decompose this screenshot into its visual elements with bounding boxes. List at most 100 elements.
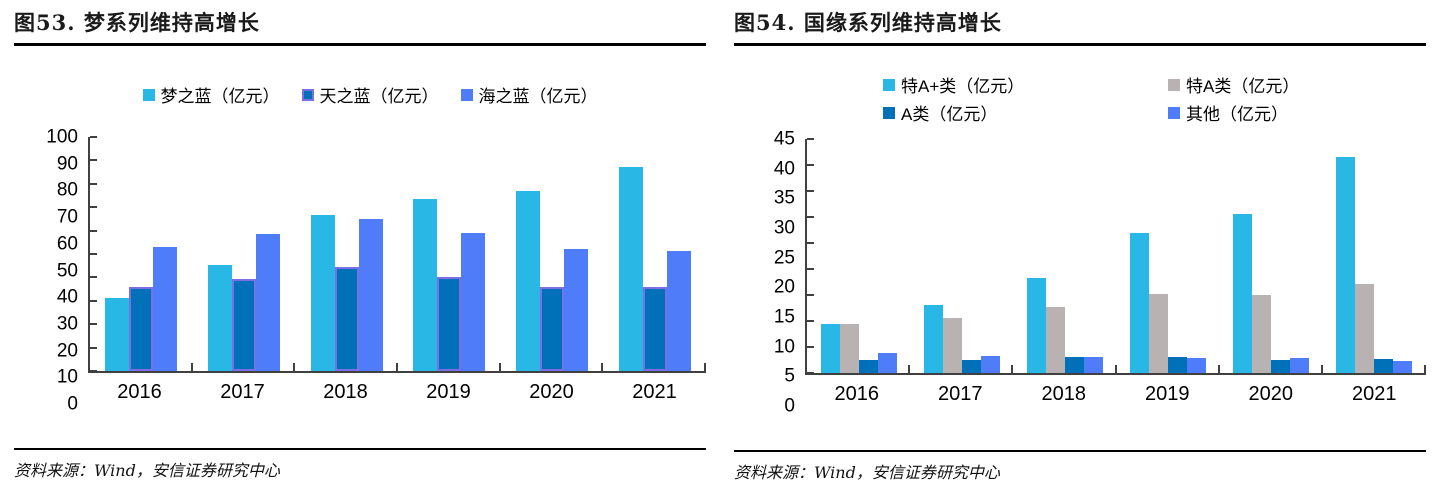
bar-特A+类（亿元）-2017 [923, 305, 943, 373]
x-axis-label: 2019 [426, 381, 471, 403]
figure53-plot-area [88, 136, 706, 373]
bar-特A类（亿元）-2018 [1045, 306, 1065, 373]
figure54-chart-body: 45 40 35 30 25 20 15 10 5 0 2016 2017 2018 2019 2020 2… [734, 130, 1426, 416]
y-axis-tick [807, 345, 814, 348]
bar-梦之蓝（亿元）-2018 [310, 215, 335, 371]
figure53-plot-column: 2016 2017 2018 2019 2020 2021 [88, 136, 706, 404]
y-axis-tick [90, 370, 97, 372]
bar-特A类（亿元）-2020 [1252, 295, 1272, 373]
legend-label: 特A类（亿元） [1186, 77, 1300, 96]
figure54-chart: 特A+类（亿元） 特A类（亿元） A类（亿元） 其他（亿元） 45 40 35 30 25 20… [734, 72, 1426, 416]
y-axis-tick [807, 215, 814, 218]
bar-A类（亿元）-2019 [1168, 356, 1188, 373]
x-axis-label: 2020 [1248, 383, 1294, 405]
figure53-chart-body: 100 90 80 70 60 50 40 30 20 10 0 2016 2017 2018 2019 2… [14, 128, 706, 414]
x-axis-label: 2016 [117, 381, 162, 403]
legend-swatch-icon [883, 78, 895, 91]
x-axis-label: 2018 [323, 381, 368, 403]
bar-group-2017 [910, 139, 1013, 373]
bar-特A类（亿元）-2021 [1355, 283, 1375, 373]
y-axis-label: 70 [56, 206, 78, 228]
figure54-plot-area [805, 138, 1426, 375]
x-axis-tick [190, 363, 193, 371]
y-axis-label: 40 [56, 286, 78, 308]
bar-天之蓝（亿元）-2019 [437, 277, 462, 371]
x-axis-label: 2021 [632, 381, 677, 403]
y-axis-label: 80 [56, 179, 78, 201]
x-axis-label: 2019 [1145, 383, 1190, 405]
x-axis-tick [1320, 365, 1323, 373]
bar-天之蓝（亿元）-2016 [129, 286, 154, 371]
y-axis-label: 40 [773, 158, 795, 180]
y-axis-label: 50 [56, 260, 78, 281]
x-axis-tick [1011, 365, 1014, 373]
legend-swatch-icon [883, 106, 895, 119]
x-axis-label: 2020 [529, 381, 574, 403]
bar-特A类（亿元）-2016 [839, 323, 859, 373]
bar-特A类（亿元）-2019 [1149, 293, 1169, 373]
bar-group-2020 [1220, 139, 1323, 373]
legend-item-3: 其他（亿元） [1168, 100, 1299, 125]
bar-海之蓝（亿元）-2017 [256, 234, 280, 371]
y-axis-tick [90, 253, 97, 255]
figure53-source: 资料来源：Wind，安信证券研究中心 [14, 461, 280, 480]
bar-特A类（亿元）-2017 [942, 318, 962, 373]
y-axis-label: 30 [56, 313, 78, 335]
bar-海之蓝（亿元）-2016 [153, 246, 178, 371]
y-axis-tick [90, 346, 97, 349]
bar-group-2017 [193, 137, 296, 371]
x-axis-tick [498, 363, 501, 371]
legend-item-0: 特A+类（亿元） [883, 72, 1168, 97]
bar-其他（亿元）-2018 [1083, 357, 1103, 373]
figure53-title: 图53. 梦系列维持高增长 [14, 10, 260, 35]
legend-label: 梦之蓝（亿元） [160, 87, 280, 106]
x-axis-label: 2021 [1352, 383, 1397, 405]
bar-天之蓝（亿元）-2017 [232, 278, 256, 371]
bar-特A+类（亿元）-2020 [1233, 214, 1253, 373]
y-axis-tick [90, 159, 97, 162]
y-axis-tick [807, 320, 814, 322]
y-axis-label: 10 [773, 336, 795, 358]
x-axis-tick [908, 365, 911, 373]
legend-swatch-icon [142, 88, 155, 101]
figure54-plot-column: 2016 2017 2018 2019 2020 2021 [805, 138, 1426, 406]
bar-其他（亿元）-2019 [1187, 357, 1207, 373]
legend-item-0: 梦之蓝（亿元） [142, 82, 280, 107]
y-axis-label: 0 [67, 393, 78, 415]
legend-item-2: A类（亿元） [883, 100, 1168, 125]
y-axis-tick [90, 182, 97, 185]
x-axis-tick [1424, 365, 1426, 373]
y-axis-tick [807, 241, 814, 244]
figure54-x-axis: 2016 2017 2018 2019 2020 2021 [805, 383, 1426, 406]
bar-group-2021 [1323, 139, 1426, 373]
figure54-title-rule [734, 43, 1426, 46]
bar-group-2016 [807, 139, 910, 373]
figure53-y-axis: 100 90 80 70 60 50 40 30 20 10 0 [14, 128, 88, 414]
figure54-title: 图54. 国缘系列维持高增长 [734, 10, 1002, 35]
y-axis-label: 5 [784, 365, 795, 387]
x-axis-tick [1114, 365, 1117, 373]
x-axis-label: 2018 [1041, 383, 1087, 405]
bar-其他（亿元）-2016 [877, 352, 897, 373]
figure53-chart: 梦之蓝（亿元） 天之蓝（亿元） 海之蓝（亿元） 100 90 80 70 60 50 40 30 2… [14, 82, 706, 414]
report-figures-row: 图53. 梦系列维持高增长 梦之蓝（亿元） 天之蓝（亿元） 海之蓝（亿元） 100 9… [14, 10, 1426, 482]
y-axis-label: 25 [773, 247, 795, 269]
bar-group-2018 [295, 137, 398, 371]
y-axis-tick [807, 268, 814, 270]
bar-group-2019 [1117, 139, 1220, 373]
bar-group-2021 [603, 137, 706, 371]
bar-梦之蓝（亿元）-2016 [105, 298, 130, 371]
bar-梦之蓝（亿元）-2019 [413, 199, 438, 371]
bar-梦之蓝（亿元）-2020 [516, 190, 541, 371]
bar-group-2018 [1013, 139, 1116, 373]
y-axis-tick [807, 189, 814, 192]
y-axis-label: 45 [773, 128, 795, 150]
y-axis-tick [90, 229, 97, 232]
figure53-legend: 梦之蓝（亿元） 天之蓝（亿元） 海之蓝（亿元） [14, 82, 706, 107]
bar-group-2019 [398, 137, 501, 371]
bar-天之蓝（亿元）-2018 [334, 266, 359, 371]
y-axis-tick [90, 276, 97, 279]
legend-item-1: 天之蓝（亿元） [301, 82, 439, 107]
y-axis-tick [90, 299, 97, 302]
y-axis-label: 20 [56, 340, 78, 362]
